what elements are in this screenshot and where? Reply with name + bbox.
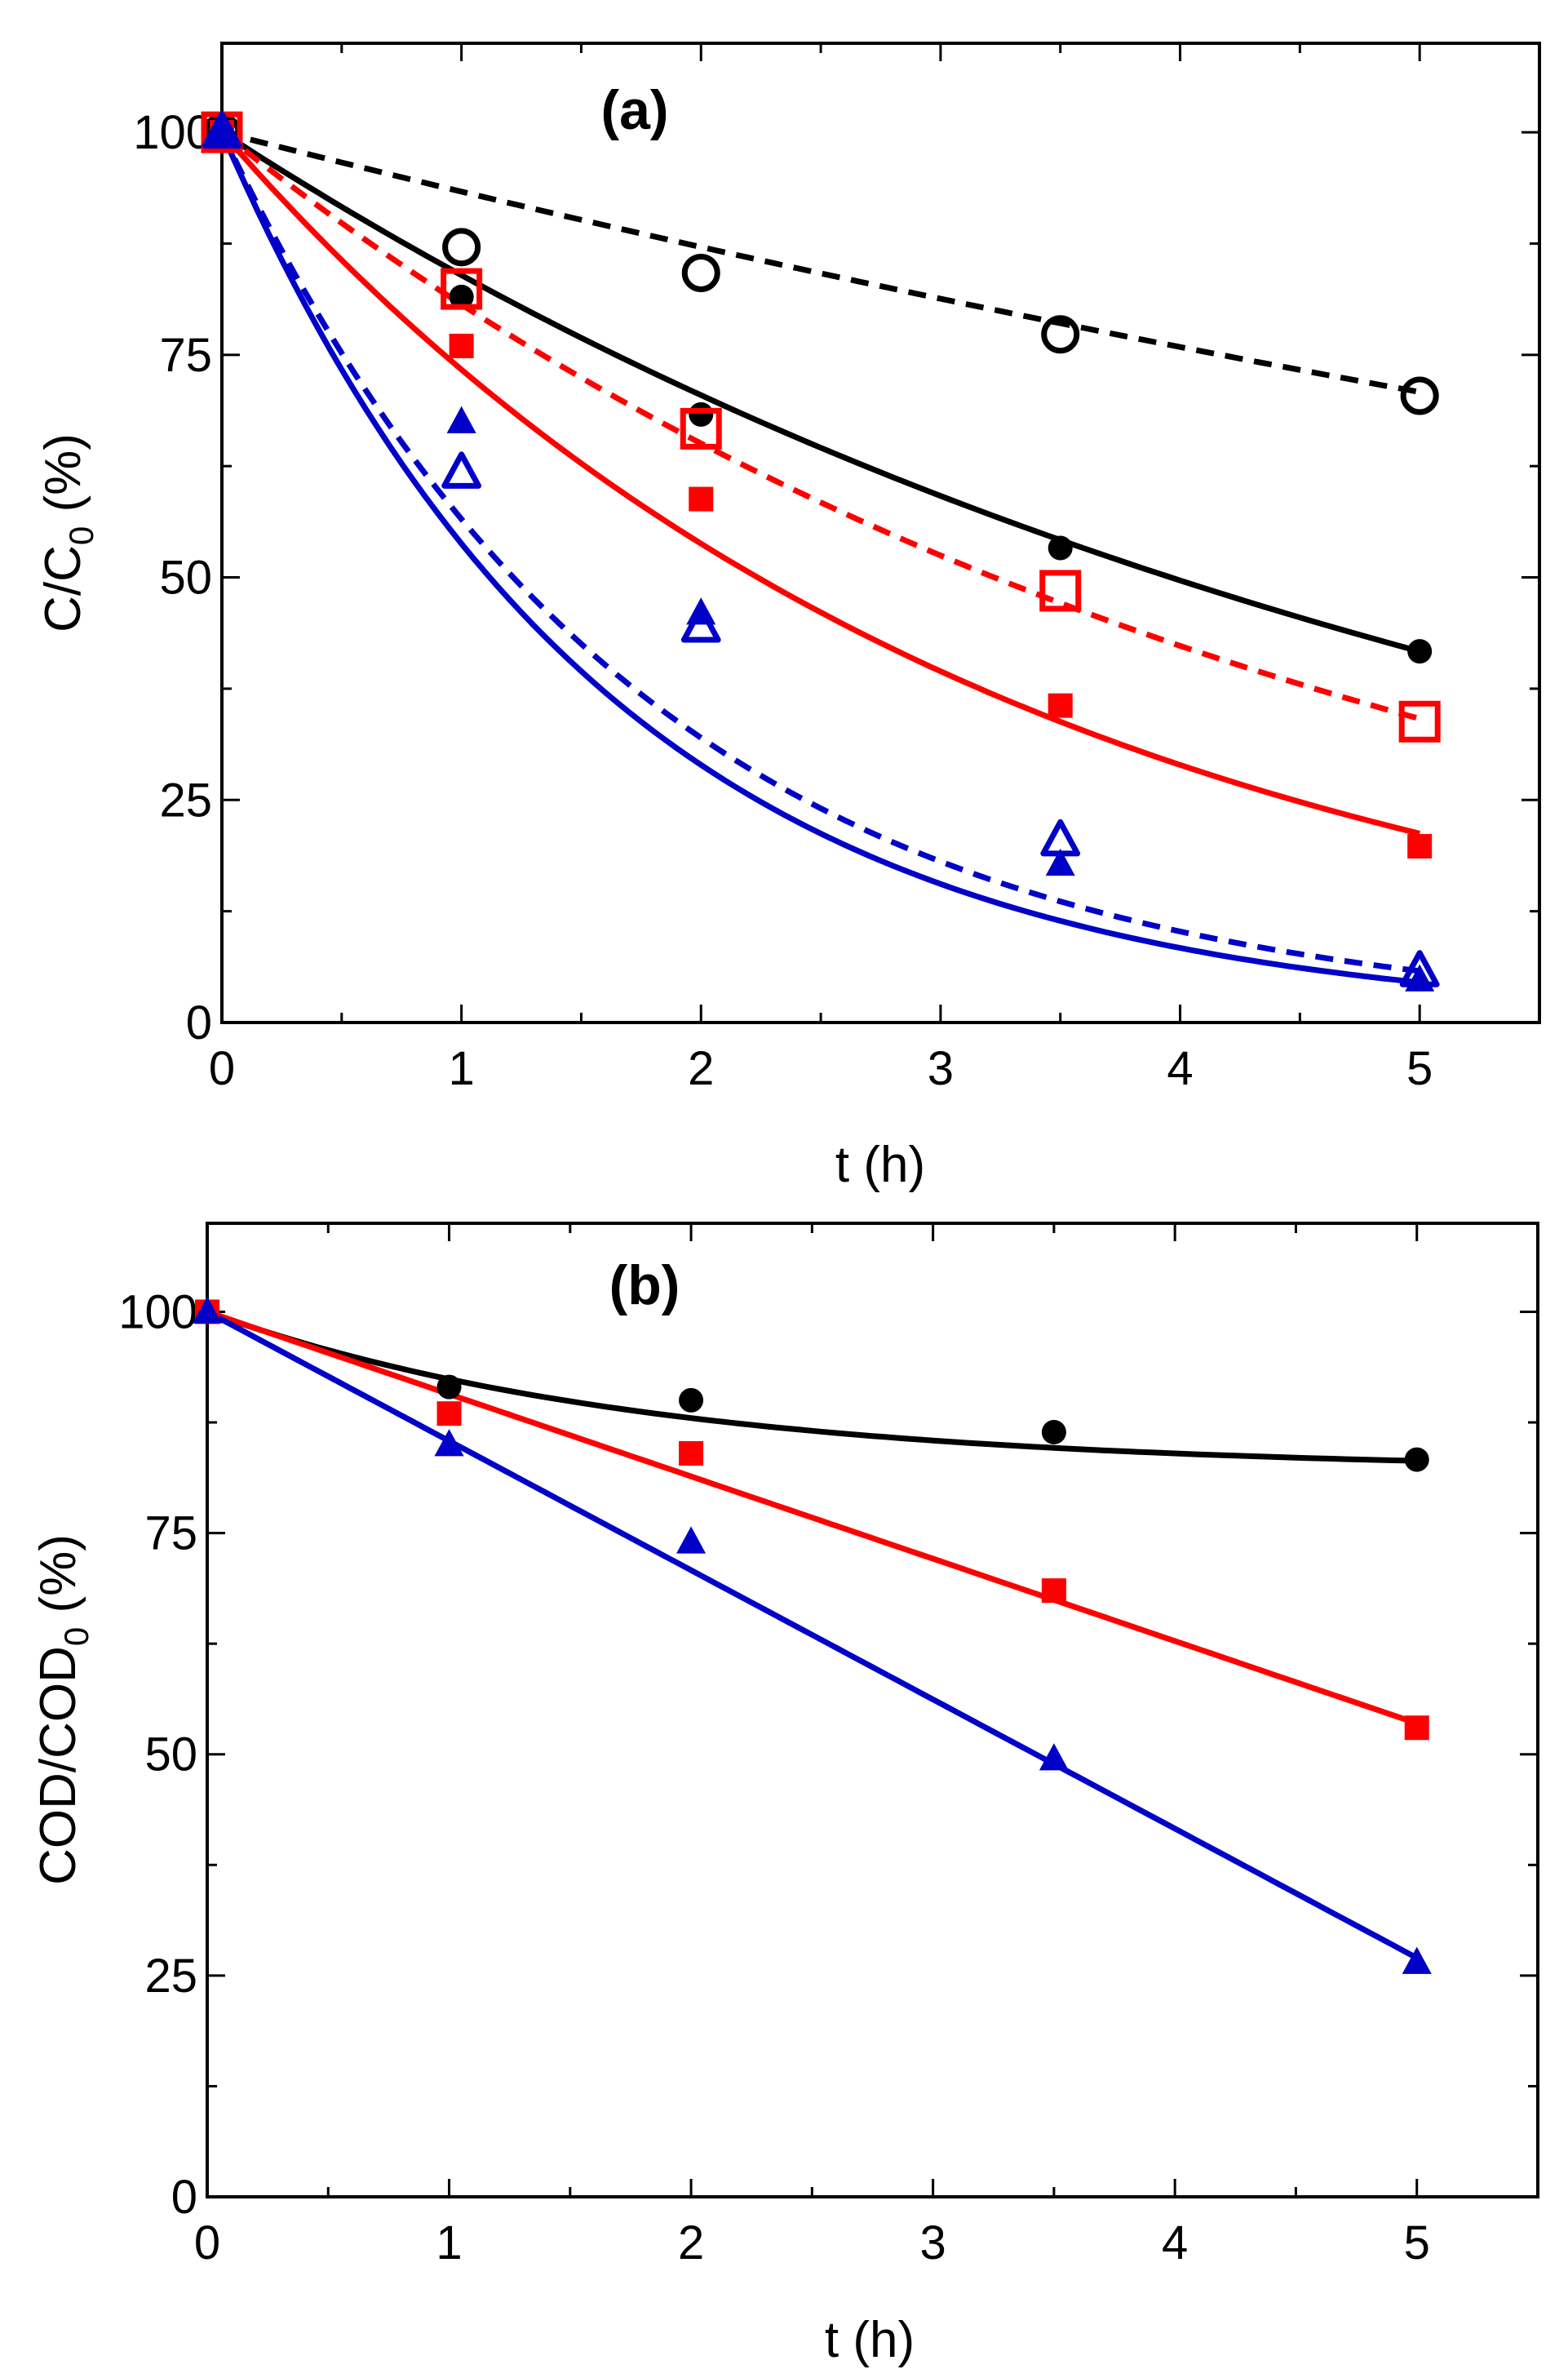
y-axis-title: C/C0 (%) [35, 433, 100, 632]
data-markers [192, 1296, 1432, 1974]
plot-frame [206, 1222, 1539, 2198]
data-point [1400, 376, 1439, 415]
fit-lines [219, 129, 1421, 986]
x-tick-labels: 0 1 2 3 4 5 [194, 2216, 1430, 2269]
x-tick-label: 2 [688, 1042, 714, 1095]
data-point [1045, 848, 1075, 876]
y-axis-title-main: COD/COD [30, 1646, 86, 1885]
y-tick-label: 0 [171, 2171, 197, 2224]
data-point [676, 1526, 706, 1554]
y-axis-title-main: C/C [35, 545, 91, 632]
y-tick-label: 50 [159, 552, 212, 605]
data-point [689, 402, 714, 427]
y-tick-label: 25 [159, 774, 212, 827]
fit-line [219, 130, 1421, 722]
plot-frame [220, 42, 1541, 1024]
data-point [1398, 700, 1441, 743]
data-point [681, 253, 720, 292]
data-point [1048, 535, 1073, 561]
x-axis-ticks [206, 1223, 1539, 2197]
data-point [441, 451, 482, 489]
y-axis-title: COD/COD0 (%) [30, 1534, 95, 1885]
y-tick-labels: 0 25 50 75 100 [118, 1285, 197, 2224]
x-tick-label: 3 [920, 2216, 946, 2269]
y-tick-label: 75 [159, 329, 212, 382]
x-axis-ticks [220, 43, 1541, 1023]
data-point [680, 606, 721, 643]
x-tick-label: 5 [1406, 1042, 1433, 1095]
x-tick-label: 4 [1162, 2216, 1188, 2269]
y-tick-label: 100 [133, 106, 212, 159]
data-point [1404, 1715, 1429, 1741]
fit-line [206, 1309, 1417, 1464]
data-point [1402, 1946, 1432, 1974]
data-point [1399, 950, 1440, 987]
data-point [202, 111, 242, 149]
data-point [1407, 639, 1433, 664]
x-tick-label: 5 [1404, 2216, 1430, 2269]
fit-lines [206, 1309, 1419, 1961]
data-point [1404, 1447, 1429, 1472]
y-tick-labels: 0 25 50 75 100 [133, 106, 212, 1049]
y-axis-ticks [207, 1310, 1538, 2198]
data-point [1040, 819, 1081, 857]
data-point [1039, 1743, 1069, 1771]
x-axis-title: t (h) [825, 2312, 915, 2368]
data-point [1048, 693, 1073, 718]
y-axis-ticks [222, 131, 1539, 1024]
panel-label: (b) [609, 1254, 680, 1316]
panel-label: (a) [600, 79, 668, 141]
data-point [679, 1387, 704, 1413]
data-point [449, 333, 474, 358]
x-tick-label: 0 [194, 2216, 220, 2269]
data-point [192, 1296, 223, 1324]
data-point [436, 1401, 462, 1426]
y-axis-title-sub: 0 [62, 526, 100, 545]
y-tick-label: 50 [144, 1728, 197, 1781]
data-point [442, 228, 481, 267]
data-point [441, 268, 483, 310]
fit-line [206, 1309, 1418, 1727]
fit-line [206, 1309, 1419, 1961]
data-point [1039, 570, 1082, 612]
data-point [434, 1429, 464, 1457]
fit-line [220, 130, 1421, 654]
fit-line [219, 131, 1420, 974]
x-tick-label: 2 [678, 2216, 704, 2269]
data-point [436, 1374, 462, 1400]
x-tick-label: 0 [209, 1042, 235, 1095]
data-point [1041, 1578, 1066, 1604]
data-markers [201, 111, 1441, 992]
data-point [449, 284, 474, 309]
fit-line [219, 130, 1421, 836]
data-point [689, 486, 714, 512]
fit-line [219, 131, 1420, 986]
x-axis-title: t (h) [835, 1137, 925, 1193]
data-point [680, 407, 722, 450]
y-axis-title-suffix: (%) [35, 433, 91, 526]
data-point [1407, 834, 1433, 858]
fit-line [221, 129, 1420, 395]
data-point [1041, 1419, 1066, 1444]
data-point [679, 1440, 704, 1466]
y-axis-title-sub: 0 [57, 1627, 95, 1646]
x-tick-label: 1 [449, 1042, 475, 1095]
data-point [446, 406, 476, 433]
x-tick-label: 1 [436, 2216, 462, 2269]
y-tick-label: 25 [144, 1950, 197, 2003]
data-point [1041, 315, 1080, 354]
y-tick-label: 75 [144, 1507, 197, 1560]
y-tick-label: 0 [186, 996, 212, 1049]
x-tick-labels: 0 1 2 3 4 5 [209, 1042, 1433, 1095]
x-tick-label: 4 [1167, 1042, 1193, 1095]
y-tick-label: 100 [118, 1285, 197, 1338]
x-tick-label: 3 [928, 1042, 954, 1095]
data-point [206, 117, 237, 144]
y-axis-title-suffix: (%) [30, 1534, 86, 1627]
